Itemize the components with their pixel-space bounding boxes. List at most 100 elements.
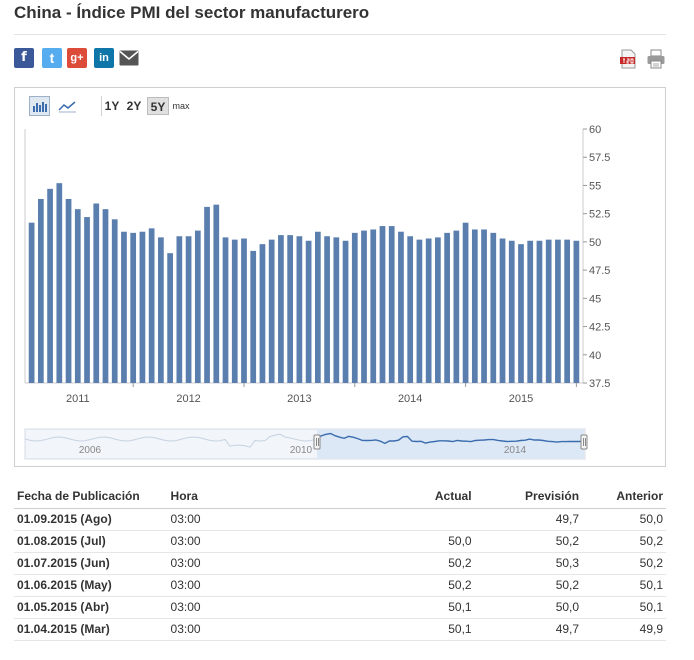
row-forecast: 50,0	[474, 596, 583, 619]
bar	[333, 237, 340, 383]
bar	[545, 239, 552, 383]
bar	[278, 235, 284, 383]
row-time: 03:00	[167, 508, 393, 531]
x-tick-label: 2013	[287, 393, 311, 405]
col-time-header: Hora	[167, 484, 393, 509]
twitter-share-icon[interactable]: t	[42, 48, 62, 68]
row-forecast: 50,2	[474, 530, 583, 553]
bar	[176, 236, 183, 383]
row-actual: 50,2	[392, 552, 475, 575]
bar	[462, 222, 469, 383]
table-row: 01.06.2015 (May) 03:00 50,2 50,2 50,1	[14, 574, 666, 597]
bar	[564, 239, 571, 383]
row-actual	[392, 508, 475, 531]
bar	[287, 235, 294, 383]
email-share-icon[interactable]	[119, 48, 139, 68]
y-tick-label: 50	[589, 237, 601, 249]
row-actual: 50,0	[392, 530, 475, 553]
linkedin-share-icon[interactable]: in	[94, 48, 114, 68]
google-plus-share-icon[interactable]: g+	[67, 48, 87, 68]
bar	[416, 239, 423, 383]
bar	[250, 250, 257, 383]
y-tick-label: 57.5	[589, 152, 610, 164]
bar	[56, 183, 63, 383]
bar	[194, 230, 201, 383]
bar	[241, 238, 247, 383]
row-previous: 50,2	[582, 552, 666, 575]
print-icon[interactable]	[646, 49, 665, 69]
navigator-selection	[317, 429, 584, 459]
row-forecast: 49,7	[474, 618, 583, 641]
calendar-export-icon[interactable]	[619, 49, 637, 69]
bar	[361, 230, 367, 383]
bar	[453, 230, 460, 383]
bar	[111, 219, 118, 383]
bar	[259, 244, 266, 383]
navigator-history-line	[24, 433, 316, 448]
page-title: China - Índice PMI del sector manufactur…	[14, 3, 370, 22]
bar	[47, 188, 53, 383]
y-tick-label: 45	[589, 293, 601, 305]
bar	[444, 232, 450, 383]
bar	[74, 209, 81, 383]
range-max-button[interactable]: max	[172, 101, 190, 111]
y-tick-label: 52.5	[589, 209, 610, 221]
bar	[185, 236, 192, 383]
table-row: 01.07.2015 (Jun) 03:00 50,2 50,3 50,2	[14, 552, 666, 575]
plot-frame	[24, 129, 584, 384]
row-previous: 49,9	[582, 618, 666, 641]
row-actual: 50,1	[392, 618, 475, 641]
y-tick-label: 60	[589, 124, 601, 136]
bar	[351, 232, 358, 383]
y-tick-label: 55	[589, 180, 601, 192]
range-2y-button[interactable]: 2Y	[126, 99, 142, 113]
row-forecast: 50,3	[474, 552, 583, 575]
x-tick-label: 2012	[176, 393, 200, 405]
col-date-header: Fecha de Publicación	[14, 484, 168, 509]
title-divider	[14, 34, 666, 35]
navigator-series-line	[316, 432, 585, 445]
row-date: 01.05.2015 (Abr)	[14, 596, 168, 619]
row-previous: 50,1	[582, 574, 666, 597]
release-table: Fecha de Publicación Hora Actual Previsi…	[14, 484, 666, 641]
bar-series	[28, 183, 580, 383]
bar-chart-toggle-icon[interactable]	[29, 96, 50, 116]
bar	[490, 232, 497, 383]
range-5y-button[interactable]: 5Y	[147, 97, 169, 115]
bar	[536, 240, 543, 383]
bar	[222, 237, 229, 383]
bar	[527, 240, 534, 383]
bar	[268, 239, 275, 383]
facebook-share-icon[interactable]: f	[14, 48, 34, 68]
x-tick-label: 2015	[509, 393, 533, 405]
bar	[481, 229, 487, 383]
row-time: 03:00	[167, 530, 393, 553]
bar	[508, 240, 515, 383]
y-axis: 60 57.5 55 52.5 50 47.5 45 42.5 40 37.5	[583, 124, 610, 390]
row-time: 03:00	[167, 574, 393, 597]
table-row: 01.04.2015 (Mar) 03:00 50,1 49,7 49,9	[14, 618, 666, 641]
bar	[93, 203, 100, 383]
table-header-row: Fecha de Publicación Hora Actual Previsi…	[14, 484, 666, 509]
row-time: 03:00	[167, 618, 393, 641]
range-navigator: 2006 2010 2014	[24, 428, 588, 460]
bar	[398, 231, 404, 383]
row-previous: 50,0	[582, 508, 666, 531]
bar	[342, 240, 349, 383]
toolbar-divider	[101, 96, 102, 116]
bar	[314, 231, 321, 383]
bar	[102, 209, 109, 383]
bar	[204, 206, 210, 383]
bar	[425, 238, 432, 383]
table-row: 01.05.2015 (Abr) 03:00 50,1 50,0 50,1	[14, 596, 666, 619]
bar	[305, 240, 312, 383]
row-forecast: 49,7	[474, 508, 583, 531]
bar	[148, 228, 155, 383]
range-1y-button[interactable]: 1Y	[104, 99, 120, 113]
x-tick-label: 2011	[66, 393, 90, 405]
table-row: 01.09.2015 (Ago) 03:00 49,7 50,0	[14, 508, 666, 531]
bar	[84, 217, 90, 383]
line-chart-toggle-icon[interactable]	[57, 96, 78, 116]
bar	[139, 231, 146, 383]
